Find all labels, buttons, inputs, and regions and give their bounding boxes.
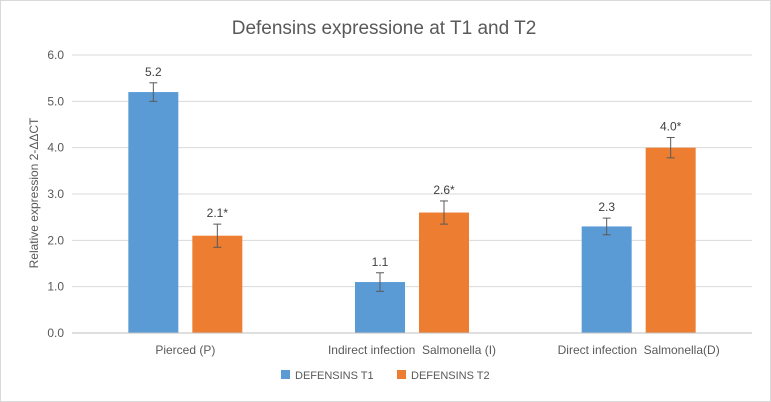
bar-t2-0 — [192, 235, 243, 333]
y-tick-label: 4.0 — [47, 141, 64, 155]
legend-label-defensins-t1: DEFENSINS T1 — [295, 370, 374, 382]
data-label: 4.0* — [660, 119, 682, 133]
legend-swatch-defensins-t1 — [281, 370, 290, 379]
bars — [128, 92, 696, 333]
y-tick-label: 0.0 — [47, 326, 64, 340]
y-tick-label: 5.0 — [47, 94, 64, 108]
bar-t1-0 — [128, 92, 179, 333]
y-axis-ticks: 0.0 1.0 2.0 3.0 4.0 5.0 6.0 — [47, 48, 64, 340]
y-axis-label: Relative expression 2-ΔΔCT — [27, 117, 41, 268]
data-label: 1.1 — [372, 255, 389, 269]
category-label: Indirect infection Salmonella (I) — [328, 343, 496, 357]
data-label: 2.1* — [207, 206, 229, 220]
y-tick-label: 3.0 — [47, 187, 64, 201]
bar-t1-2 — [581, 226, 632, 333]
y-tick-label: 1.0 — [47, 280, 64, 294]
y-tick-label: 2.0 — [47, 233, 64, 247]
y-tick-label: 6.0 — [47, 48, 64, 62]
chart-title: Defensins expressione at T1 and T2 — [232, 18, 537, 39]
data-label: 2.3 — [598, 200, 615, 214]
legend: DEFENSINS T1 DEFENSINS T2 — [281, 370, 490, 382]
data-label: 2.6* — [433, 183, 455, 197]
bar-t2-1 — [419, 212, 469, 333]
data-labels: 5.2 2.1* 1.1 2.6* 2.3 4.0* — [145, 65, 682, 269]
bar-t2-2 — [645, 147, 696, 333]
category-label: Direct infection Salmonella(D) — [558, 343, 720, 357]
error-bars — [149, 82, 675, 292]
legend-label-defensins-t2: DEFENSINS T2 — [411, 370, 490, 382]
category-label: Pierced (P) — [155, 343, 215, 357]
data-label: 5.2 — [145, 65, 162, 79]
x-axis-categories: Pierced (P) Indirect infection Salmonella… — [72, 332, 752, 357]
legend-swatch-defensins-t2 — [397, 370, 406, 379]
